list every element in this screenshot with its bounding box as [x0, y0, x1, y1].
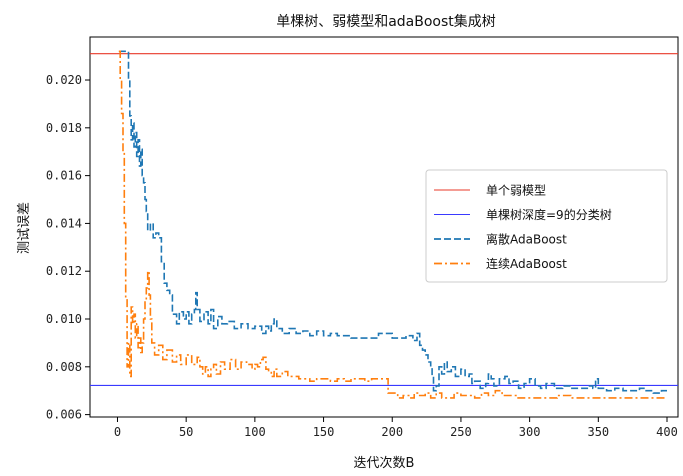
legend-label: 单棵树深度=9的分类树 [486, 207, 612, 222]
y-tick-label: 0.016 [46, 169, 82, 183]
reference-lines [90, 53, 678, 387]
series-line [118, 50, 667, 394]
x-tick-label: 50 [179, 425, 193, 439]
x-tick-label: 250 [450, 425, 472, 439]
legend-box [425, 169, 668, 283]
x-tick-label: 100 [244, 425, 266, 439]
chart-title: 单棵树、弱模型和adaBoost集成树 [276, 13, 496, 30]
x-tick-label: 300 [519, 425, 541, 439]
series-layer [118, 50, 667, 399]
y-tick-label: 0.006 [46, 408, 82, 422]
y-tick-label: 0.020 [46, 73, 82, 87]
y-axis-title: 测试误差 [17, 202, 32, 254]
x-tick-label: 200 [381, 425, 403, 439]
x-tick-label: 400 [656, 425, 678, 439]
y-tick-label: 0.010 [46, 312, 82, 326]
y-tick-label: 0.008 [46, 360, 82, 374]
x-tick-label: 350 [587, 425, 609, 439]
y-axis: 0.006 0.008 0.010 0.012 0.014 0.016 0.018 0.020 [46, 73, 90, 422]
y-tick-label: 0.012 [46, 264, 82, 278]
x-axis: 0 50 100 150 200 250 300 350 400 [114, 417, 678, 439]
x-tick-label: 0 [114, 425, 121, 439]
legend-label: 连续AdaBoost [486, 256, 567, 271]
legend-label: 单个弱模型 [486, 184, 546, 198]
series-line [118, 50, 667, 399]
x-tick-label: 150 [313, 425, 335, 439]
x-axis-title: 迭代次数B [354, 455, 415, 471]
y-tick-label: 0.014 [46, 216, 82, 230]
legend-label: 离散AdaBoost [486, 232, 567, 247]
y-tick-label: 0.018 [46, 121, 82, 135]
